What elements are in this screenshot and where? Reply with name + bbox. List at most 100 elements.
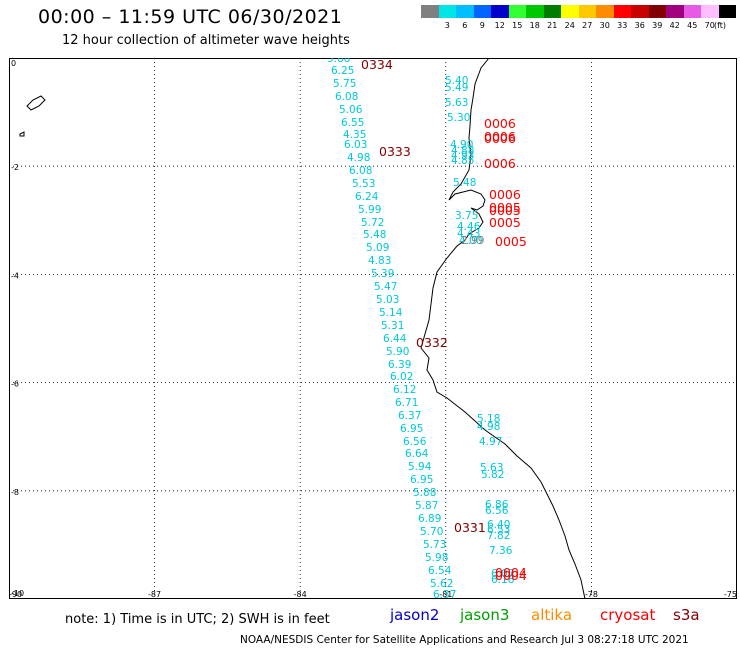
wave-height-value: 6.37 [398,410,421,422]
scale-color-box [439,5,457,18]
scale-swatch: 45 [684,5,702,30]
wave-height-value: 6.56 [485,505,509,517]
pass-time-label: 0331 [454,520,486,535]
scale-label: 24 [565,21,575,30]
scale-swatch: 6 [456,5,474,30]
longitude-tick-label: -75 [724,590,737,599]
satellite-legend-entry: jason3 [460,606,509,624]
wave-height-value: 5.75 [333,78,356,90]
scale-color-box [421,5,439,18]
longitude-tick-label: -87 [148,590,161,599]
pass-time-label: 0333 [379,144,411,159]
island-outline [27,96,45,110]
pass-time-label: 0004 [495,568,527,583]
scale-swatch: 27 [579,5,597,30]
color-scale-unit: (ft) [714,21,726,30]
scale-label: 12 [495,21,505,30]
wave-height-value: 5.53 [352,178,375,190]
scale-color-box [491,5,509,18]
scale-label: 15 [512,21,522,30]
scale-color-box [684,5,702,18]
wave-height-value: 2.99 [461,235,484,247]
scale-label: 45 [687,21,697,30]
scale-swatch: 9 [474,5,492,30]
latitude-tick-label: -4 [11,271,19,280]
scale-label: 42 [670,21,680,30]
wave-height-value: 4.98 [347,152,370,164]
satellite-legend-entry: jason2 [390,606,439,624]
wave-height-value: 4.85 [451,155,474,167]
scale-label: 21 [547,21,557,30]
scale-label: 27 [582,21,592,30]
satellite-legend-entry: s3a [673,606,700,624]
wave-height-value: 6.55 [341,117,364,129]
scale-swatch: 3 [439,5,457,30]
pass-time-label: 0334 [361,58,393,72]
wave-height-value: 5.90 [386,346,409,358]
pass-time-label: 0006 [484,156,516,171]
wave-height-value: 6.89 [418,513,441,525]
latitude-tick-label: 0 [11,59,16,68]
scale-swatch: 15 [509,5,527,30]
wave-height-value: 6.64 [405,448,429,460]
wave-height-value: 5.63 [445,97,468,109]
wave-height-value: 5.73 [423,539,446,551]
satellite-legend-entry: cryosat [600,606,655,624]
wave-height-value: 5.06 [339,104,363,116]
wave-height-value: 6.56 [403,436,427,448]
map-border [10,59,737,599]
pass-time-label: 0005 [495,234,527,249]
wave-height-value: 6.08 [335,91,358,103]
longitude-tick-label: -84 [294,590,307,599]
wave-height-value: 6.37 [433,589,456,599]
wave-height-value: 5.99 [358,204,381,216]
wave-height-value: 4.83 [368,255,391,267]
scale-color-box [579,5,597,18]
scale-color-box [614,5,632,18]
wave-height-value: 4.98 [477,421,500,433]
scale-label: 39 [652,21,662,30]
latitude-tick-label: -6 [11,380,19,389]
wave-height-value: 6.25 [331,65,354,77]
wave-height-map: -90 -87 -84 -81 -78 -750-2-4-6-8-10 5.886.255… [9,58,737,599]
wave-height-value: 5.88 [413,487,436,499]
grid-lines [9,58,737,599]
scale-swatch: 39 [649,5,667,30]
island-outline [20,132,24,136]
wave-height-value: 5.48 [363,229,386,241]
wave-height-value: 5.72 [361,217,384,229]
wave-height-value: 5.09 [366,242,389,254]
scale-label: 18 [530,21,540,30]
scale-label: 6 [462,21,467,30]
scale-color-box [561,5,579,18]
wave-height-value: 5.48 [453,177,476,189]
scale-swatch: 18 [526,5,544,30]
wave-height-value: 5.39 [371,268,394,280]
scale-label: 30 [600,21,610,30]
latitude-tick-label: -10 [11,589,24,598]
wave-height-value: 5.49 [445,82,468,94]
map-subtitle: 12 hour collection of altimeter wave hei… [62,33,350,48]
scale-label: 36 [635,21,645,30]
scale-color-box [701,5,719,18]
scale-color-box [474,5,492,18]
scale-color-box [526,5,544,18]
scale-color-box [631,5,649,18]
wave-height-value: 5.98 [425,552,448,564]
scale-color-box [456,5,474,18]
wave-height-value: 5.47 [374,281,397,293]
scale-label: 9 [480,21,485,30]
wave-height-value: 5.82 [481,469,504,481]
wave-height-value: 5.14 [379,307,403,319]
scale-swatch: 42 [666,5,684,30]
satellite-legend-entry: altika [531,606,572,624]
wave-height-value: 6.12 [393,384,416,396]
wave-height-value: 7.82 [487,530,510,542]
pass-time-label: 0332 [416,335,448,350]
wave-height-value: 5.30 [447,112,470,124]
latitude-tick-label: -8 [11,488,19,497]
scale-swatch: 24 [561,5,579,30]
wave-height-value: 5.03 [376,294,399,306]
wave-height-value: 6.03 [344,139,367,151]
longitude-tick-label: -78 [585,590,598,599]
